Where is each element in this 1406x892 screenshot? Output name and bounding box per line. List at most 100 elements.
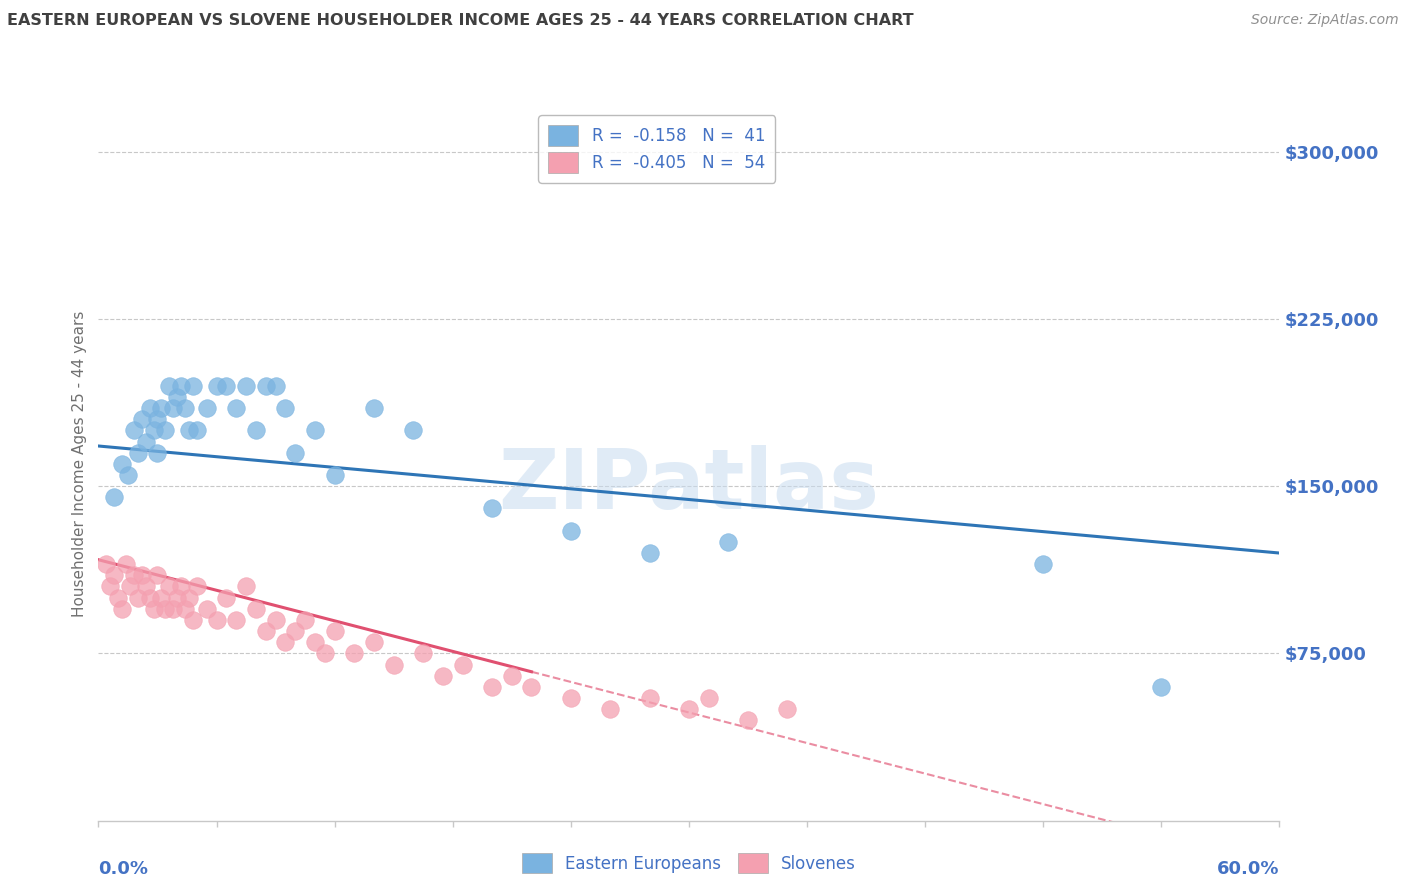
Point [146,568,169,582]
Point [412,646,434,660]
Point [737,714,759,728]
Point [103,490,125,504]
Point [363,401,385,416]
Point [304,423,326,437]
Point [146,412,169,426]
Point [638,546,661,560]
Point [205,613,228,627]
Legend: Eastern Europeans, Slovenes: Eastern Europeans, Slovenes [515,847,863,880]
Point [142,423,165,437]
Point [138,591,160,605]
Point [195,401,218,416]
Point [150,591,173,605]
Point [174,601,197,615]
Text: 60.0%: 60.0% [1218,860,1279,878]
Point [363,635,385,649]
Point [146,445,169,460]
Point [131,568,153,582]
Point [195,601,218,615]
Y-axis label: Householder Income Ages 25 - 44 years: Householder Income Ages 25 - 44 years [72,310,87,617]
Text: EASTERN EUROPEAN VS SLOVENE HOUSEHOLDER INCOME AGES 25 - 44 YEARS CORRELATION CH: EASTERN EUROPEAN VS SLOVENE HOUSEHOLDER … [7,13,914,29]
Point [181,378,204,392]
Point [638,690,661,705]
Point [245,601,267,615]
Point [501,669,523,683]
Point [520,680,543,694]
Point [323,467,346,482]
Point [284,445,307,460]
Point [177,591,200,605]
Point [166,591,188,605]
Point [181,613,204,627]
Point [186,423,208,437]
Point [264,613,287,627]
Point [186,580,208,594]
Point [264,378,287,392]
Point [235,580,257,594]
Point [343,646,366,660]
Point [155,601,177,615]
Point [254,624,277,639]
Point [122,568,145,582]
Text: Source: ZipAtlas.com: Source: ZipAtlas.com [1251,13,1399,28]
Point [284,624,307,639]
Point [122,423,145,437]
Point [131,412,153,426]
Text: 0.0%: 0.0% [98,860,149,878]
Point [235,378,257,392]
Point [451,657,474,672]
Point [274,401,297,416]
Point [481,680,503,694]
Point [225,613,247,627]
Point [174,401,197,416]
Point [697,690,720,705]
Point [138,401,160,416]
Point [177,423,200,437]
Point [115,557,138,571]
Point [162,601,184,615]
Point [599,702,621,716]
Point [717,534,740,549]
Point [678,702,700,716]
Point [135,580,157,594]
Point [1032,557,1054,571]
Point [98,580,121,594]
Point [103,568,125,582]
Point [776,702,799,716]
Point [111,457,134,471]
Point [304,635,326,649]
Point [215,378,238,392]
Point [157,378,180,392]
Point [432,669,454,683]
Point [215,591,238,605]
Point [162,401,184,416]
Point [323,624,346,639]
Point [107,591,129,605]
Point [166,390,188,404]
Point [294,613,316,627]
Point [402,423,425,437]
Point [314,646,336,660]
Point [127,445,149,460]
Point [225,401,247,416]
Point [254,378,277,392]
Point [170,378,193,392]
Point [205,378,228,392]
Point [118,580,141,594]
Point [142,601,165,615]
Point [1150,680,1173,694]
Point [117,467,139,482]
Point [111,601,134,615]
Point [382,657,405,672]
Text: ZIPatlas: ZIPatlas [499,445,879,525]
Point [155,423,177,437]
Point [127,591,149,605]
Point [157,580,180,594]
Point [481,501,503,516]
Point [170,580,193,594]
Point [560,690,582,705]
Point [135,434,157,449]
Point [245,423,267,437]
Point [274,635,297,649]
Point [560,524,582,538]
